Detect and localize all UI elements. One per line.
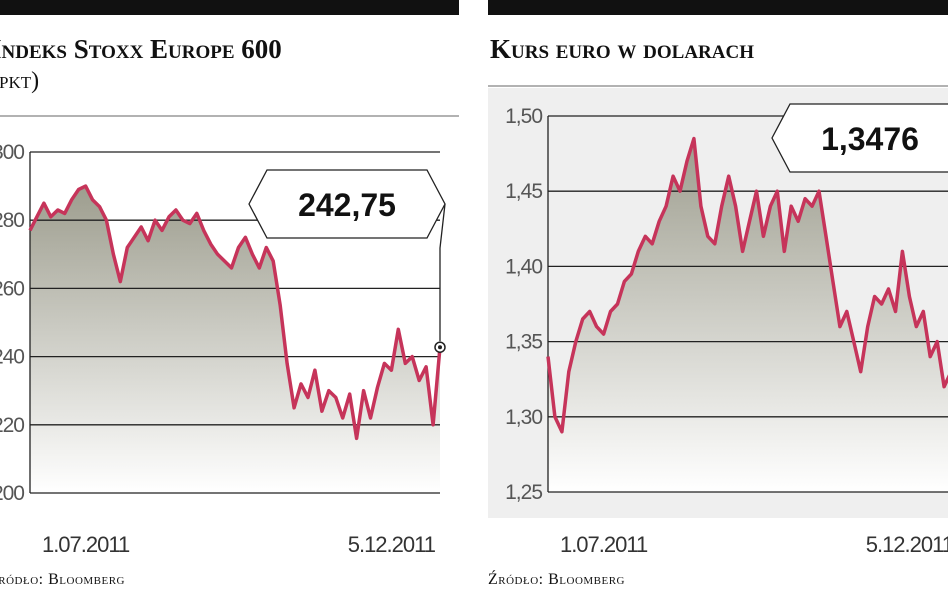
x-tick-label: 5.12.2011 (348, 532, 436, 557)
y-tick-label: 1,40 (505, 255, 542, 278)
callout (248, 169, 446, 239)
end-marker-dot (438, 345, 442, 350)
chart-title: Kurs euro w dolarach (490, 34, 754, 64)
area (548, 138, 948, 492)
area (30, 186, 440, 493)
source: Źródło: Bloomberg (0, 569, 125, 588)
y-tick-label: 280 (0, 209, 24, 232)
y-tick-label: 300 (0, 141, 24, 164)
y-tick-label: 200 (0, 482, 24, 505)
callout-label: 1,3476 (821, 121, 919, 157)
x-tick-label: 5.12.2011 (866, 532, 948, 557)
y-tick-label: 1,25 (505, 481, 542, 504)
callout-label: 242,75 (298, 187, 396, 223)
line (546, 136, 948, 434)
callout (771, 103, 948, 173)
y-tick-label: 240 (0, 346, 24, 369)
y-tick-label: 1,35 (505, 331, 542, 354)
y-tick-label: 1,45 (505, 180, 542, 203)
top-bar (0, 0, 459, 15)
y-tick-label: 260 (0, 277, 24, 300)
y-tick-label: 1,50 (505, 105, 542, 128)
x-tick-label: 1.07.2011 (560, 532, 648, 557)
y-tick-label: 1,30 (505, 406, 542, 429)
chart-title: Indeks Stoxx Europe 600 (0, 34, 282, 64)
line (28, 184, 442, 441)
source: Źródło: Bloomberg (488, 569, 625, 588)
y-tick-label: 220 (0, 414, 24, 437)
x-tick-label: 1.07.2011 (42, 532, 130, 557)
top-bar (488, 0, 948, 15)
callout-connector (439, 203, 446, 342)
chart-subtitle: (pkt) (0, 68, 39, 94)
